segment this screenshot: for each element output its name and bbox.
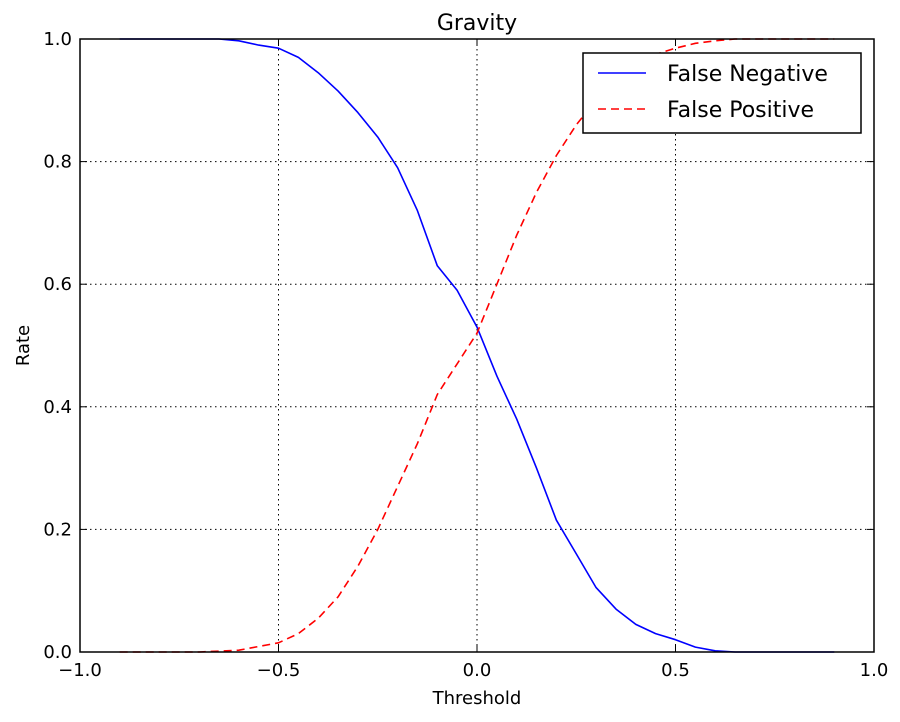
y-tick-label: 1.0 <box>43 29 72 50</box>
legend-entry-false-negative: False Negative <box>667 62 828 87</box>
x-tick-label: −1.0 <box>58 660 102 681</box>
series-line-false-negative <box>119 38 835 653</box>
y-tick-label: 0.0 <box>43 642 72 663</box>
x-tick-label: 1.0 <box>860 660 889 681</box>
legend: False Negative False Positive <box>582 52 862 134</box>
y-axis-label: Rate <box>13 325 34 366</box>
y-tick-label: 0.2 <box>43 519 72 540</box>
legend-box <box>582 52 862 134</box>
grid-layer <box>80 39 874 652</box>
x-tick-label: 0.0 <box>463 660 492 681</box>
y-tick-label: 0.6 <box>43 274 72 295</box>
legend-entry-false-positive: False Positive <box>667 98 814 123</box>
x-tick-label: −0.5 <box>257 660 301 681</box>
y-tick-label: 0.8 <box>43 152 72 173</box>
tick-layer: −1.0 −0.5 0.0 0.5 1.0 0.0 0.2 0.4 0.6 0.8 1.0 <box>43 29 888 681</box>
series-line-false-positive <box>119 38 835 653</box>
series-layer <box>119 38 835 653</box>
x-axis-label: Threshold <box>432 688 522 709</box>
x-tick-label: 0.5 <box>661 660 690 681</box>
y-tick-label: 0.4 <box>43 397 72 418</box>
chart-title: Gravity <box>437 11 517 36</box>
